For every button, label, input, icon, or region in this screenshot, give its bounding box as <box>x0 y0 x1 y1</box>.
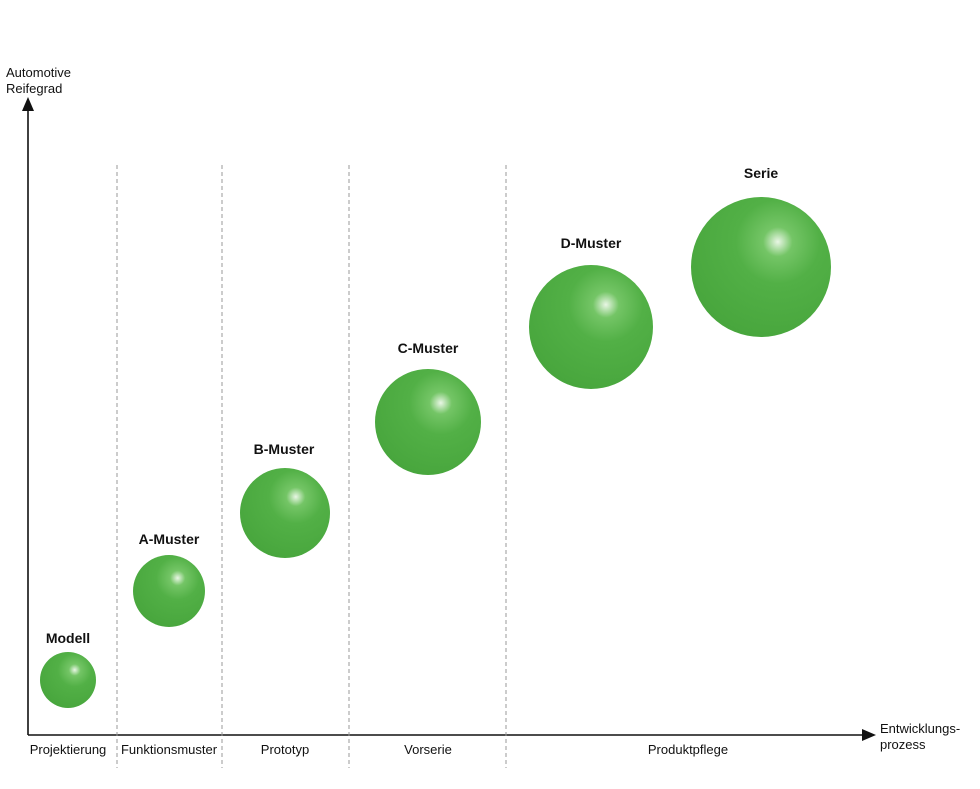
stage-bubble <box>133 555 205 627</box>
phase-label-prototyp: Prototyp <box>261 742 309 757</box>
phase-dividers <box>116 165 507 768</box>
stage-modell: Modell <box>40 630 96 708</box>
stage-label: Serie <box>744 165 778 181</box>
x-axis-label: Entwicklungs- prozess <box>880 721 964 752</box>
x-axis-label-line-1: Entwicklungs- <box>880 721 960 736</box>
stage-bubbles: Modell A-Muster B-Muster C-Muster D-Must… <box>40 165 831 708</box>
y-axis-label: Automotive Reifegrad <box>6 65 75 96</box>
stage-d-muster: D-Muster <box>529 235 653 389</box>
y-axis-label-line-1: Automotive <box>6 65 71 80</box>
stage-serie: Serie <box>691 165 831 337</box>
stage-a-muster: A-Muster <box>133 531 205 627</box>
stage-label: A-Muster <box>139 531 200 547</box>
stage-b-muster: B-Muster <box>240 441 330 558</box>
stage-bubble <box>375 369 481 475</box>
stage-bubble <box>40 652 96 708</box>
stage-label: B-Muster <box>254 441 315 457</box>
y-axis-arrow-icon <box>22 97 34 111</box>
phase-label-funktionsmuster: Funktionsmuster <box>121 742 218 757</box>
phase-labels: Projektierung Funktionsmuster Prototyp V… <box>30 742 728 757</box>
stage-label: D-Muster <box>561 235 622 251</box>
x-axis-label-line-2: prozess <box>880 737 926 752</box>
stage-label: C-Muster <box>398 340 459 356</box>
x-axis-arrow-icon <box>862 729 876 741</box>
stage-bubble <box>240 468 330 558</box>
phase-label-vorserie: Vorserie <box>404 742 452 757</box>
stage-bubble <box>691 197 831 337</box>
stage-c-muster: C-Muster <box>375 340 481 475</box>
phase-label-projektierung: Projektierung <box>30 742 107 757</box>
stage-bubble <box>529 265 653 389</box>
y-axis-label-line-2: Reifegrad <box>6 81 62 96</box>
phase-label-produktpflege: Produktpflege <box>648 742 728 757</box>
stage-label: Modell <box>46 630 90 646</box>
